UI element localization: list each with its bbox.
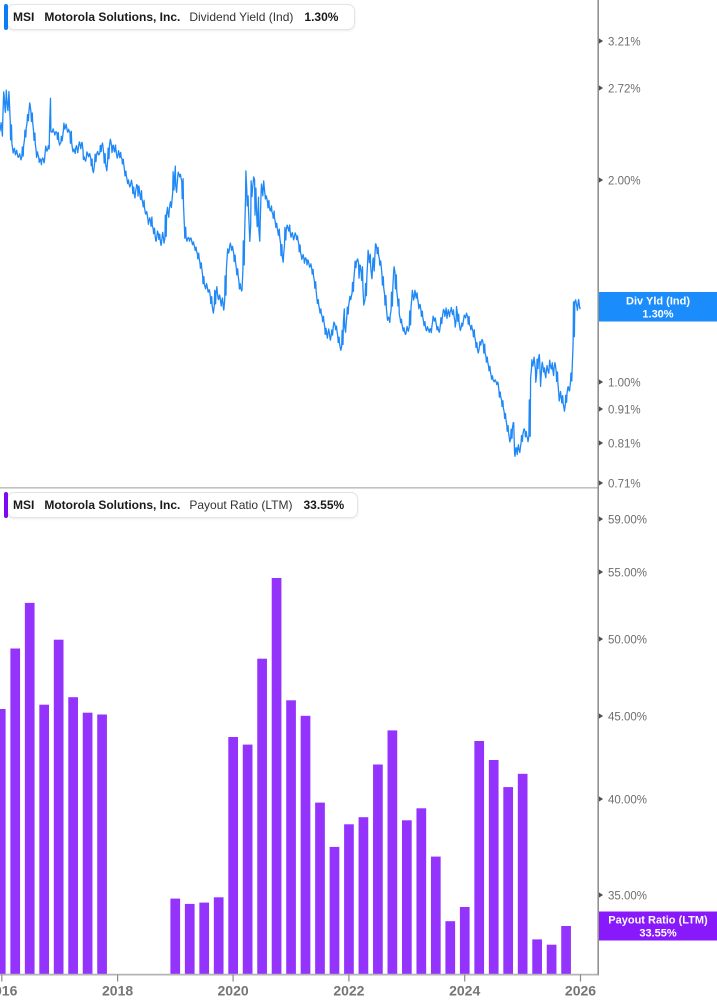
svg-text:2.00%: 2.00%: [608, 176, 641, 188]
svg-text:2.72%: 2.72%: [608, 84, 641, 96]
svg-text:0.91%: 0.91%: [608, 405, 641, 417]
svg-text:59.00%: 59.00%: [608, 515, 647, 527]
svg-text:2020: 2020: [218, 983, 249, 999]
svg-text:0.71%: 0.71%: [608, 479, 641, 491]
svg-text:2018: 2018: [102, 983, 133, 999]
svg-text:2026: 2026: [565, 983, 596, 999]
svg-text:Payout Ratio (LTM): Payout Ratio (LTM): [608, 915, 708, 927]
svg-text:35.00%: 35.00%: [608, 891, 647, 903]
svg-text:55.00%: 55.00%: [608, 568, 647, 580]
svg-text:0.81%: 0.81%: [608, 439, 641, 451]
svg-text:2022: 2022: [333, 983, 364, 999]
svg-text:33.55%: 33.55%: [639, 928, 677, 940]
svg-text:2016: 2016: [0, 983, 18, 999]
svg-text:Div Yld (Ind): Div Yld (Ind): [626, 296, 690, 308]
svg-text:2024: 2024: [449, 983, 480, 999]
svg-text:3.21%: 3.21%: [608, 37, 641, 49]
svg-text:50.00%: 50.00%: [608, 635, 647, 647]
svg-text:40.00%: 40.00%: [608, 795, 647, 807]
svg-text:1.30%: 1.30%: [642, 309, 673, 321]
svg-text:1.00%: 1.00%: [608, 378, 641, 390]
svg-text:45.00%: 45.00%: [608, 712, 647, 724]
